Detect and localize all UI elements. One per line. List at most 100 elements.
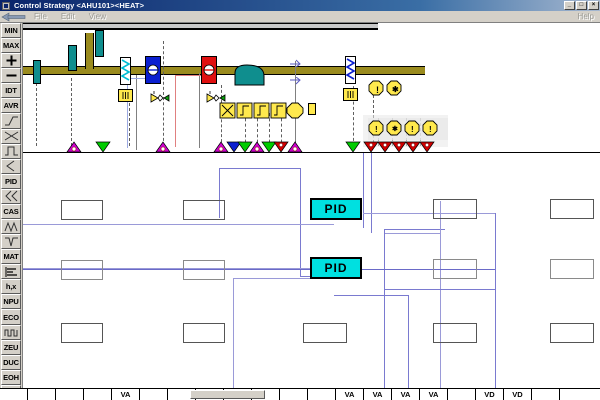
- status-cell-vd-1[interactable]: VD: [476, 389, 504, 400]
- status-cell-21[interactable]: [560, 389, 600, 400]
- ramp-curve-icon: [4, 116, 18, 126]
- status-cell-va-1[interactable]: VA: [112, 389, 140, 400]
- strategy-slot-r3c3[interactable]: [303, 323, 347, 343]
- ahu-control-strategy-diagram[interactable]: ! ✱ ! ✱ !: [23, 23, 600, 400]
- alarm-octagon-pair[interactable]: ! ✱: [368, 80, 404, 98]
- mixing-damper[interactable]: [95, 30, 104, 57]
- minimize-button[interactable]: _: [564, 1, 575, 10]
- tool-plus[interactable]: [1, 53, 21, 69]
- status-cell-6[interactable]: [140, 389, 168, 400]
- strategy-slot-r2c4[interactable]: [550, 259, 594, 279]
- tool-pid[interactable]: PID: [1, 173, 21, 189]
- tool-max[interactable]: MAX: [1, 38, 21, 54]
- chilled-water-valve[interactable]: [149, 91, 171, 105]
- strategy-wire-10: [385, 229, 445, 230]
- reheat-coil[interactable]: [345, 56, 356, 84]
- tool-eoh[interactable]: EOH: [1, 369, 21, 385]
- hot-water-valve[interactable]: [205, 91, 227, 105]
- strategy-slot-r2c1[interactable]: [61, 260, 103, 280]
- control-wire-3: [295, 61, 296, 141]
- status-cell-va-5[interactable]: VA: [420, 389, 448, 400]
- tool-chart[interactable]: [1, 264, 21, 280]
- point-link-6: [269, 113, 270, 148]
- point-link-10: [353, 81, 354, 146]
- status-cell-1[interactable]: [0, 389, 28, 400]
- tool-dip[interactable]: [1, 234, 21, 250]
- tool-avr[interactable]: AVR: [1, 98, 21, 114]
- menu-edit[interactable]: Edit: [60, 12, 75, 21]
- tool-dblless[interactable]: [1, 188, 21, 204]
- tool-less[interactable]: [1, 158, 21, 174]
- menu-help[interactable]: Help: [577, 12, 594, 21]
- status-cell-20[interactable]: [532, 389, 560, 400]
- status-cell-3[interactable]: [56, 389, 84, 400]
- heating-coil[interactable]: [120, 57, 131, 85]
- window-titlebar: Control Strategy <AHU101><HEAT> _ □ ×: [0, 0, 600, 11]
- square-wave-icon: [4, 329, 17, 337]
- status-cell-va-2[interactable]: VA: [336, 389, 364, 400]
- tool-minus[interactable]: [1, 68, 21, 84]
- tool-ramp[interactable]: [1, 113, 21, 129]
- close-button[interactable]: ×: [588, 1, 599, 10]
- tool-min[interactable]: MIN: [1, 23, 21, 39]
- status-cell-17[interactable]: [448, 389, 476, 400]
- point-marker-row[interactable]: [23, 139, 600, 153]
- tool-duc[interactable]: DUC: [1, 354, 21, 370]
- status-cell-2[interactable]: [28, 389, 56, 400]
- strategy-slot-r3c2[interactable]: [183, 323, 225, 343]
- strategy-wire-20: [334, 295, 409, 296]
- point-link-5: [257, 113, 258, 148]
- function-block-chain[interactable]: [219, 102, 309, 120]
- strategy-slot-r3c1[interactable]: [61, 323, 103, 343]
- status-cell-4[interactable]: [84, 389, 112, 400]
- chilled-water-pipe-return: [127, 78, 157, 79]
- outside-air-damper[interactable]: [33, 60, 41, 84]
- return-air-damper[interactable]: [68, 45, 77, 71]
- coil-controller-1-glyph: [122, 92, 129, 99]
- horizontal-scrollbar-thumb[interactable]: [190, 390, 265, 399]
- strategy-slot-r1c1[interactable]: [61, 200, 103, 220]
- tool-eco[interactable]: ECO: [1, 309, 21, 325]
- menu-bar: File Edit View Help: [0, 11, 600, 23]
- tool-square-wave[interactable]: [1, 324, 21, 340]
- supply-fan-icon[interactable]: [233, 63, 267, 87]
- back-arrow-icon[interactable]: [1, 11, 27, 22]
- status-cell-va-4[interactable]: VA: [392, 389, 420, 400]
- strategy-slot-r1c4[interactable]: [550, 199, 594, 219]
- tool-pulse-shape[interactable]: [1, 143, 21, 159]
- strategy-slot-r1c2[interactable]: [183, 200, 225, 220]
- menu-file[interactable]: File: [34, 12, 47, 21]
- strategy-wire-13: [385, 289, 495, 290]
- strategy-slot-r3c4[interactable]: [433, 323, 477, 343]
- side-indicator[interactable]: [308, 103, 316, 115]
- alarm-icon-group[interactable]: ! ✱ ! !: [368, 118, 448, 140]
- strategy-slot-r1c3[interactable]: [433, 199, 477, 219]
- strategy-slot-r2c2[interactable]: [183, 260, 225, 280]
- status-cell-11[interactable]: [280, 389, 308, 400]
- status-cell-vd-2[interactable]: VD: [504, 389, 532, 400]
- status-cell-va-3[interactable]: VA: [364, 389, 392, 400]
- status-cell-12[interactable]: [308, 389, 336, 400]
- return-air-duct: [23, 23, 378, 30]
- menu-view[interactable]: View: [88, 12, 106, 21]
- tool-hx[interactable]: h,x: [1, 279, 21, 295]
- bar-chart-icon: [5, 266, 17, 277]
- tool-cross[interactable]: [1, 128, 21, 144]
- svg-text:!: !: [429, 125, 432, 134]
- tool-zigzag[interactable]: [1, 219, 21, 235]
- tool-idt[interactable]: IDT: [1, 83, 21, 99]
- tool-npu[interactable]: NPU: [1, 294, 21, 310]
- status-cell-10[interactable]: [252, 389, 280, 400]
- strategy-slot-r3c5[interactable]: [550, 323, 594, 343]
- duct-line-top: [23, 28, 378, 29]
- tool-zeu[interactable]: ZEU: [1, 339, 21, 355]
- tool-cas[interactable]: CAS: [1, 203, 21, 220]
- maximize-button[interactable]: □: [576, 1, 587, 10]
- point-link-2: [163, 41, 164, 146]
- chilled-water-pipe: [127, 78, 128, 148]
- strategy-slot-r2c3[interactable]: [433, 259, 477, 279]
- pid-block-1[interactable]: PID: [310, 198, 362, 220]
- pid-block-2[interactable]: PID: [310, 257, 362, 279]
- tool-mat[interactable]: MAT: [1, 249, 21, 265]
